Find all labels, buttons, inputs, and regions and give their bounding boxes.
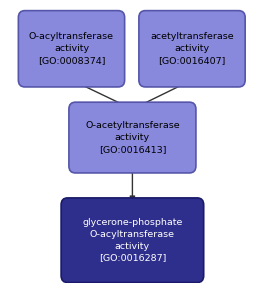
FancyBboxPatch shape — [61, 198, 204, 283]
FancyBboxPatch shape — [69, 102, 196, 173]
FancyBboxPatch shape — [18, 11, 125, 87]
Text: O-acetyltransferase
activity
[GO:0016413]: O-acetyltransferase activity [GO:0016413… — [85, 121, 180, 154]
Text: acetyltransferase
activity
[GO:0016407]: acetyltransferase activity [GO:0016407] — [150, 32, 234, 65]
Text: glycerone-phosphate
O-acyltransferase
activity
[GO:0016287]: glycerone-phosphate O-acyltransferase ac… — [82, 218, 183, 262]
FancyBboxPatch shape — [139, 11, 245, 87]
Text: O-acyltransferase
activity
[GO:0008374]: O-acyltransferase activity [GO:0008374] — [29, 32, 114, 65]
